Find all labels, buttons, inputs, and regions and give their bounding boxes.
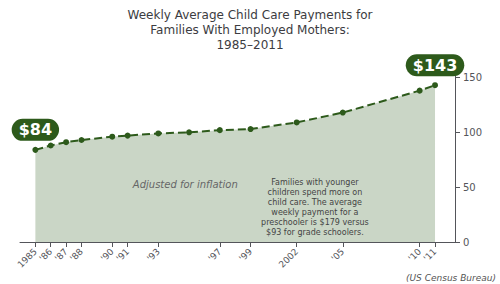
svg-text:1985: 1985	[16, 246, 39, 269]
svg-text:weekly payment for a: weekly payment for a	[271, 208, 358, 217]
svg-text:Families With Employed Mothers: Families With Employed Mothers:	[150, 23, 349, 37]
svg-text:'97: '97	[206, 246, 223, 263]
svg-text:150: 150	[463, 72, 482, 83]
svg-text:children spend more on: children spend more on	[268, 188, 363, 197]
svg-text:'93: '93	[145, 246, 162, 263]
svg-text:Adjusted for inflation: Adjusted for inflation	[132, 179, 238, 190]
svg-text:child care. The average: child care. The average	[268, 198, 362, 207]
svg-text:'90: '90	[99, 246, 116, 263]
svg-text:'91: '91	[114, 246, 131, 263]
svg-text:100: 100	[463, 127, 482, 138]
svg-text:$93 for grade schoolers.: $93 for grade schoolers.	[266, 228, 364, 237]
svg-text:'99: '99	[237, 246, 254, 263]
svg-text:50: 50	[463, 182, 476, 193]
svg-text:'05: '05	[329, 246, 346, 263]
svg-text:'11: '11	[422, 246, 439, 263]
svg-text:Weekly Average Child Care Paym: Weekly Average Child Care Payments for	[127, 8, 372, 22]
svg-text:2002: 2002	[277, 246, 300, 269]
svg-text:1985–2011: 1985–2011	[216, 38, 283, 52]
svg-text:preschooler is $179 versus: preschooler is $179 versus	[261, 218, 369, 227]
svg-text:Families with younger: Families with younger	[271, 178, 359, 187]
svg-text:(US Census Bureau): (US Census Bureau)	[406, 273, 496, 283]
svg-text:'88: '88	[68, 246, 85, 263]
svg-text:'87: '87	[53, 246, 70, 263]
svg-text:$143: $143	[413, 56, 458, 75]
svg-text:0: 0	[463, 237, 469, 248]
svg-text:$84: $84	[19, 120, 52, 139]
svg-text:'86: '86	[37, 246, 54, 263]
svg-text:'10: '10	[406, 246, 423, 263]
